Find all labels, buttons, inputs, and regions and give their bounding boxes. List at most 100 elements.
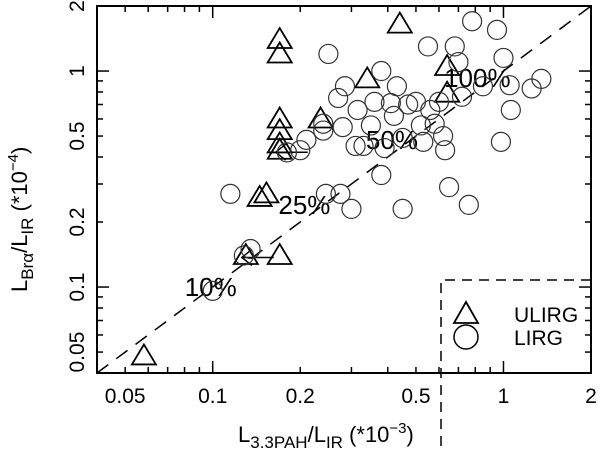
lirg-point: [360, 115, 382, 136]
ulirg-point: [252, 180, 281, 204]
ulirg-point: [307, 105, 335, 129]
lirg-point: [345, 135, 366, 157]
lirg-point: [490, 131, 512, 152]
lirg-point: [296, 129, 317, 150]
lirg-point: [374, 137, 395, 159]
lirg-point: [435, 140, 456, 161]
triangle-icon: [452, 300, 480, 324]
lirg-point: [424, 113, 445, 134]
ylabel-close: ): [7, 147, 32, 154]
lirg-point: [318, 43, 339, 65]
lirg-point: [472, 76, 494, 97]
lirg-point: [347, 99, 368, 121]
xlabel-exp: −3: [389, 420, 406, 437]
xlabel-close: ): [407, 422, 414, 447]
lirg-point: [531, 68, 552, 89]
lirg-point: [392, 127, 413, 149]
lirg-point: [240, 238, 261, 260]
ulirg-point: [266, 105, 294, 129]
ulirg-point: [386, 10, 414, 34]
lirg-point: [413, 131, 434, 152]
y-axis-label: LBrα/LIR (*10−4): [5, 147, 37, 292]
axes-box: [96, 5, 592, 374]
lirg-point: [410, 115, 431, 136]
svg-text:LBrα/LIR (*10−4): LBrα/LIR (*10−4): [5, 147, 37, 292]
lirg-point: [220, 183, 241, 204]
annotation-10-percent: 10%: [185, 272, 237, 302]
x-axis-ticks: 0.05 0.1 0.2 0.5 1 2: [96, 6, 597, 408]
lirg-point: [499, 75, 520, 96]
lirg-point: [290, 140, 311, 161]
lirg-point: [458, 194, 479, 216]
lirg-point: [392, 198, 413, 220]
lirg-point: [417, 36, 439, 57]
x-tick-label: 0.05: [105, 385, 146, 408]
lirg-point: [332, 117, 353, 138]
annotation-50-percent: 50%: [366, 125, 418, 155]
ylabel-unit: (*10: [7, 171, 32, 217]
lirg-point: [420, 99, 441, 121]
lirg-point: [451, 86, 473, 107]
lirg-point: [341, 198, 362, 220]
ylabel-exp: −4: [5, 154, 22, 171]
lirg-point: [500, 99, 521, 121]
data-points: [130, 10, 552, 366]
xlabel-sub2: IR: [326, 433, 343, 451]
xlabel-unit: (*10: [343, 422, 389, 447]
lirg-point: [334, 76, 356, 97]
ulirg-point: [246, 184, 274, 207]
lirg-point: [433, 125, 454, 147]
lirg-point: [438, 177, 460, 198]
y-tick-label: 0.1: [66, 272, 89, 301]
lirg-point: [405, 91, 427, 112]
x-tick-label: 0.5: [401, 385, 430, 408]
ylabel-main: L: [7, 280, 32, 292]
ulirg-point: [433, 79, 461, 103]
lirg-point: [493, 47, 514, 69]
annotation-25-percent: 25%: [278, 190, 330, 220]
ulirg-point: [130, 342, 158, 366]
circle-icon: [453, 324, 479, 350]
ulirg-point: [433, 53, 461, 76]
xlabel-sub: 3.3PAH: [250, 433, 307, 451]
legend-frame: [440, 279, 591, 446]
y-tick-label: 0.05: [66, 332, 89, 373]
ulirg-point: [266, 242, 294, 265]
lirg-point: [313, 120, 334, 141]
ulirg-point: [353, 65, 381, 89]
legend-label-ulirg: ULIRG: [514, 304, 578, 327]
y-tick-label: 0.5: [66, 121, 89, 150]
legend-label-lirg: LIRG: [514, 327, 563, 350]
x-axis-label: L3.3PAH/LIR (*10−3): [238, 420, 414, 452]
lirg-point: [428, 91, 450, 112]
lirg-point: [486, 19, 508, 41]
ylabel-sub2: IR: [18, 218, 37, 235]
lirg-point: [364, 91, 385, 112]
y-tick-label: 1: [66, 65, 89, 77]
lirg-point: [330, 183, 351, 204]
ulirg-point: [266, 26, 294, 49]
xlabel-main: L: [238, 422, 250, 447]
ylabel-sub: Brα: [18, 253, 37, 280]
reference-line: [96, 5, 592, 374]
lirg-point: [383, 105, 405, 126]
lirg-point: [448, 51, 469, 73]
x-tick-label: 0.1: [198, 385, 227, 408]
ulirg-point: [266, 40, 294, 64]
x-tick-label: 0.2: [286, 385, 315, 408]
lirg-point: [233, 245, 254, 266]
lirg-point: [202, 280, 223, 301]
lirg-point: [315, 183, 336, 204]
lirg-point: [313, 113, 334, 134]
svg-text:L3.3PAH/LIR (*10−3): L3.3PAH/LIR (*10−3): [238, 420, 414, 451]
y-tick-label: 0.2: [66, 207, 89, 236]
plot-frame: [96, 5, 592, 374]
xlabel-slash: /L: [308, 422, 326, 447]
y-tick-label: 2: [66, 0, 89, 12]
lirg-point: [276, 142, 298, 163]
lirg-point: [371, 60, 392, 82]
ylabel-slash: /L: [7, 235, 32, 253]
ulirg-point: [232, 242, 260, 265]
